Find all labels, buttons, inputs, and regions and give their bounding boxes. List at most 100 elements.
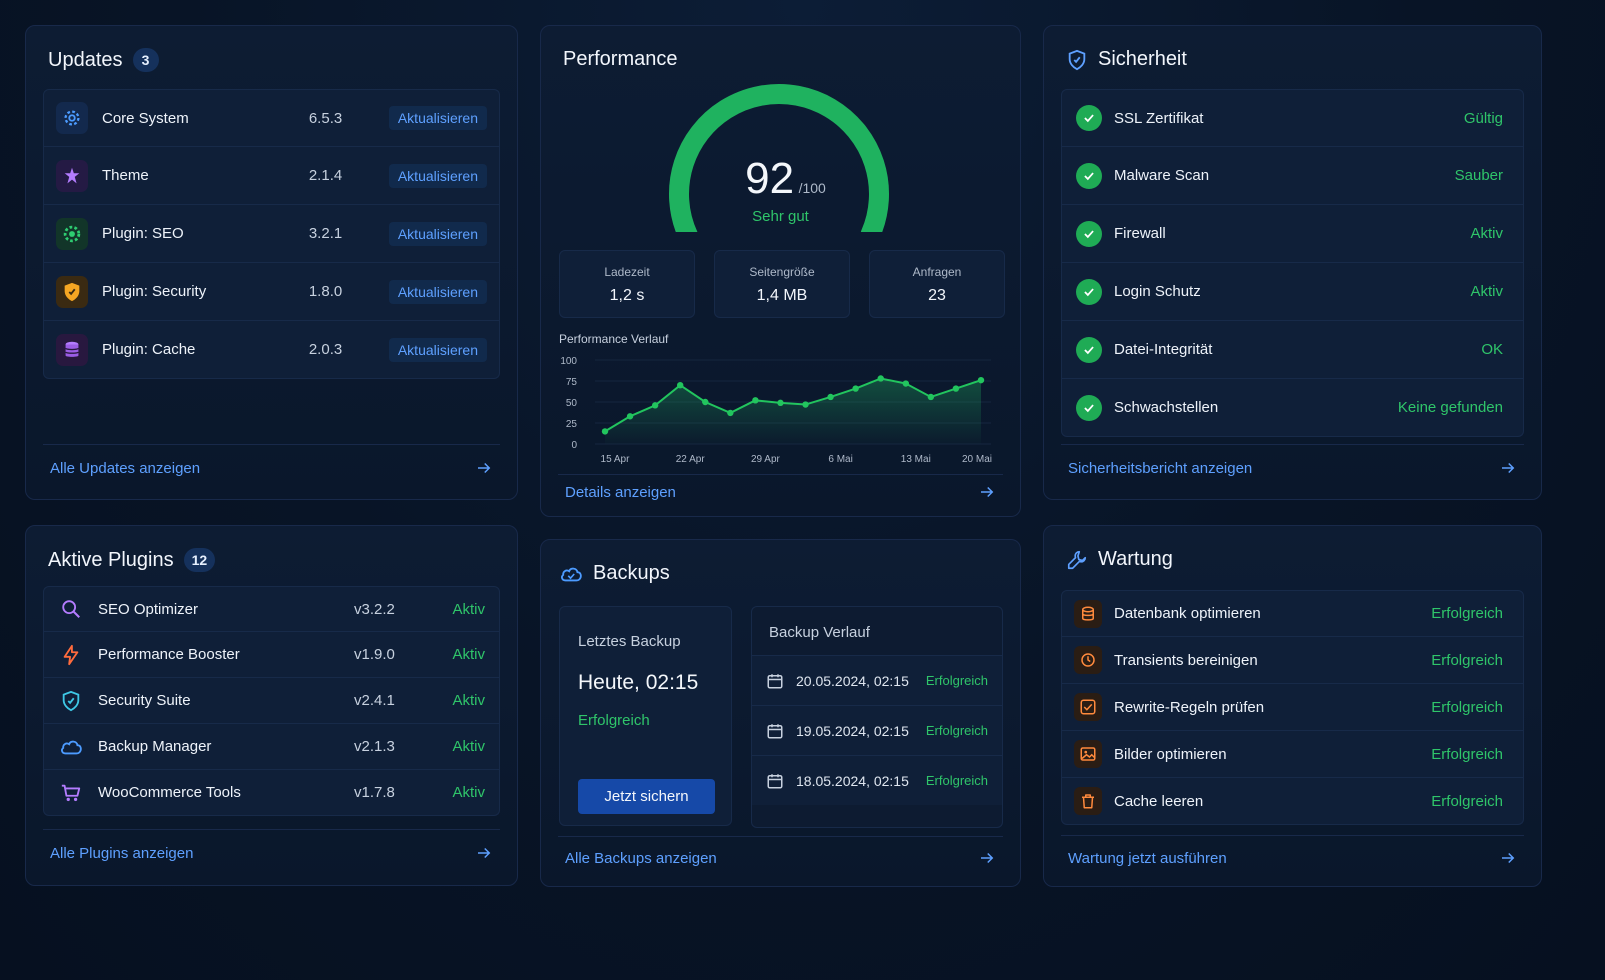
wrench-icon [1067, 550, 1087, 569]
backups-card: Backups Letztes Backup Heute, 02:15 Erfo… [540, 539, 1021, 887]
run-maintenance-link-text[interactable]: Wartung jetzt ausführen [1068, 849, 1227, 867]
divider [43, 444, 500, 445]
y-tick-label: 25 [566, 419, 578, 430]
security-status: OK [1481, 341, 1503, 358]
update-version: 1.8.0 [308, 283, 343, 300]
security-row: Malware Scan Sauber [1061, 147, 1524, 205]
maintenance-status: Erfolgreich [1431, 605, 1503, 622]
data-point [727, 409, 734, 417]
data-point [752, 397, 759, 404]
plugin-status: Aktiv [452, 738, 485, 755]
plugin-status: Aktiv [452, 692, 485, 709]
security-card: Sicherheit SSL Zertifikat Gültig Malware… [1043, 25, 1542, 500]
backup-now-button[interactable]: Jetzt sichern [578, 779, 715, 814]
all-updates-link[interactable]: Alle Updates anzeigen [50, 459, 493, 477]
security-row: Login Schutz Aktiv [1061, 263, 1524, 321]
update-row-theme: Theme 2.1.4 Aktualisieren [43, 147, 500, 205]
security-status: Keine gefunden [1397, 399, 1503, 416]
plugin-name: Security Suite [98, 692, 191, 709]
x-tick-label: 22 Apr [676, 454, 706, 465]
plugin-version: v1.9.0 [354, 646, 395, 663]
update-name: Plugin: Security [102, 283, 207, 300]
security-name: Firewall [1114, 225, 1166, 242]
details-link[interactable]: Details anzeigen [565, 483, 996, 501]
database-icon [1074, 599, 1102, 628]
performance-chart: 100 75 50 25 0 15 Apr 22 Apr 29 Apr 6 Mai 13 Mai 2… [560, 356, 992, 465]
plugin-name: SEO Optimizer [98, 600, 199, 618]
database-icon [56, 333, 88, 366]
bolt-icon [58, 642, 84, 668]
search-icon [58, 596, 84, 622]
x-tick-label: 6 Mai [828, 454, 852, 465]
maintenance-name: Bilder optimieren [1114, 745, 1227, 763]
backup-history-panel: Backup Verlauf 20.05.2024, 02:15 Erfolgr… [751, 606, 1003, 828]
plugin-version: v2.1.3 [354, 738, 395, 755]
seo-gear-icon [56, 217, 88, 250]
metric-page-size: Seitengröße 1,4 MB [714, 250, 850, 318]
check-icon [1076, 394, 1102, 421]
backup-history-row: 20.05.2024, 02:15 Erfolgreich [752, 655, 1002, 705]
security-report-link-text[interactable]: Sicherheitsbericht anzeigen [1068, 459, 1253, 477]
updates-count-badge: 3 [132, 48, 159, 72]
details-link-text[interactable]: Details anzeigen [565, 483, 676, 501]
score-value: 92 /100 [541, 154, 1020, 204]
plugin-row: SEO Optimizer v3.2.2 Aktiv [43, 586, 500, 632]
data-point [977, 376, 985, 384]
score-max: /100 [798, 180, 826, 196]
security-title: Sicherheit [1066, 48, 1187, 71]
plugin-name: Backup Manager [98, 738, 212, 755]
security-report-link[interactable]: Sicherheitsbericht anzeigen [1068, 459, 1517, 477]
maintenance-title-text: Wartung [1098, 548, 1173, 570]
data-point [601, 428, 609, 435]
arrow-right-icon[interactable] [1499, 849, 1517, 867]
plugins-title: Aktive Plugins 12 [48, 548, 216, 572]
gauge-fill [669, 84, 889, 232]
data-point [827, 393, 834, 401]
arrow-right-icon[interactable] [978, 849, 996, 867]
plugins-count-badge: 12 [183, 548, 216, 572]
arrow-right-icon[interactable] [475, 459, 493, 477]
all-plugins-link[interactable]: Alle Plugins anzeigen [50, 844, 493, 862]
metric-value: 1,4 MB [756, 287, 808, 304]
security-status: Aktiv [1470, 225, 1503, 242]
updates-list: Core System 6.5.3 Aktualisieren Theme 2.… [43, 89, 500, 379]
x-tick-label: 20 Mai [962, 454, 992, 465]
update-name: Plugin: SEO [102, 225, 184, 242]
y-tick-label: 0 [571, 440, 577, 451]
y-tick-label: 100 [560, 356, 577, 367]
update-row-security: Plugin: Security 1.8.0 Aktualisieren [43, 263, 500, 321]
calendar-icon [767, 673, 783, 688]
score-rating: Sehr gut [752, 208, 809, 225]
update-button-seo[interactable]: Aktualisieren [388, 221, 487, 246]
backups-title-text: Backups [593, 562, 670, 584]
update-version: 2.1.4 [308, 167, 343, 184]
run-maintenance-link[interactable]: Wartung jetzt ausführen [1068, 849, 1517, 867]
maintenance-status: Erfolgreich [1431, 651, 1503, 669]
security-name: SSL Zertifikat [1114, 109, 1204, 127]
check-icon [1076, 220, 1102, 247]
all-updates-link-text[interactable]: Alle Updates anzeigen [50, 459, 201, 477]
data-point [777, 399, 784, 407]
update-version: 2.0.3 [308, 341, 343, 358]
updates-title-text: Updates [48, 48, 123, 71]
maintenance-row: Cache leeren Erfolgreich [1061, 778, 1524, 825]
backup-status: Erfolgreich [925, 773, 988, 788]
calendar-icon [767, 723, 783, 738]
backup-history-title: Backup Verlauf [769, 624, 870, 641]
plugins-title-text: Aktive Plugins [48, 548, 174, 571]
update-button-security[interactable]: Aktualisieren [388, 279, 487, 304]
update-button-cache[interactable]: Aktualisieren [388, 337, 487, 362]
shield-icon [1068, 49, 1086, 70]
backup-history-row: 18.05.2024, 02:15 Erfolgreich [752, 755, 1002, 805]
data-point [651, 402, 659, 409]
metric-requests: Anfragen 23 [869, 250, 1005, 318]
arrow-right-icon[interactable] [1499, 459, 1517, 477]
arrow-right-icon[interactable] [475, 844, 493, 862]
update-button-core[interactable]: Aktualisieren [388, 106, 487, 130]
all-backups-link[interactable]: Alle Backups anzeigen [565, 849, 996, 867]
arrow-right-icon[interactable] [978, 483, 996, 501]
all-backups-link-text[interactable]: Alle Backups anzeigen [565, 849, 717, 867]
update-button-theme[interactable]: Aktualisieren [388, 163, 487, 188]
all-plugins-link-text[interactable]: Alle Plugins anzeigen [50, 844, 194, 862]
performance-card: Performance 92 /100 Sehr gut Ladezeit 1,… [540, 25, 1021, 517]
